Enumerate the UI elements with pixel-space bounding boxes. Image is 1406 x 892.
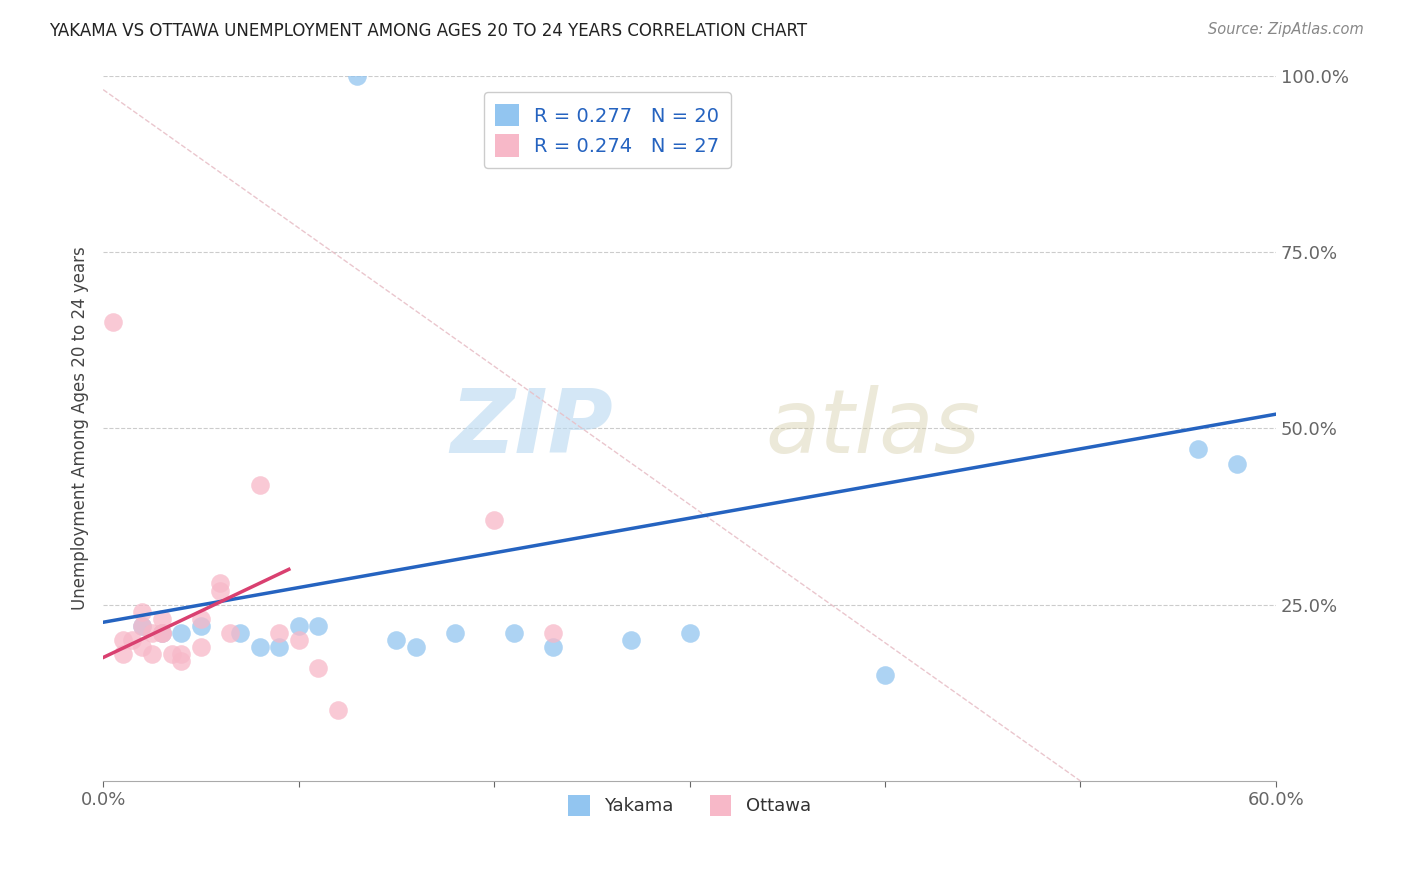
Point — [190, 640, 212, 654]
Point — [160, 647, 183, 661]
Point — [190, 619, 212, 633]
Point — [249, 477, 271, 491]
Point — [170, 647, 193, 661]
Point — [1187, 442, 1209, 457]
Point — [620, 632, 643, 647]
Point — [121, 632, 143, 647]
Point — [150, 625, 173, 640]
Point — [131, 619, 153, 633]
Point — [131, 619, 153, 633]
Point — [141, 625, 163, 640]
Point — [444, 625, 467, 640]
Point — [150, 625, 173, 640]
Point — [873, 668, 896, 682]
Point — [482, 513, 505, 527]
Y-axis label: Unemployment Among Ages 20 to 24 years: Unemployment Among Ages 20 to 24 years — [72, 246, 89, 610]
Legend: Yakama, Ottawa: Yakama, Ottawa — [560, 786, 820, 825]
Point — [267, 625, 290, 640]
Text: Source: ZipAtlas.com: Source: ZipAtlas.com — [1208, 22, 1364, 37]
Point — [209, 583, 232, 598]
Point — [385, 632, 408, 647]
Point — [307, 661, 329, 675]
Text: ZIP: ZIP — [450, 384, 613, 472]
Point — [287, 632, 309, 647]
Text: YAKAMA VS OTTAWA UNEMPLOYMENT AMONG AGES 20 TO 24 YEARS CORRELATION CHART: YAKAMA VS OTTAWA UNEMPLOYMENT AMONG AGES… — [49, 22, 807, 40]
Point — [249, 640, 271, 654]
Point — [267, 640, 290, 654]
Point — [101, 315, 124, 329]
Point — [170, 625, 193, 640]
Point — [541, 640, 564, 654]
Point — [150, 625, 173, 640]
Point — [678, 625, 700, 640]
Text: atlas: atlas — [766, 385, 980, 471]
Point — [405, 640, 427, 654]
Point — [209, 576, 232, 591]
Point — [502, 625, 524, 640]
Point — [326, 703, 349, 717]
Point — [307, 619, 329, 633]
Point — [141, 647, 163, 661]
Point — [346, 69, 368, 83]
Point — [111, 647, 134, 661]
Point — [190, 612, 212, 626]
Point — [170, 654, 193, 668]
Point — [229, 625, 252, 640]
Point — [131, 605, 153, 619]
Point — [219, 625, 242, 640]
Point — [1226, 457, 1249, 471]
Point — [150, 612, 173, 626]
Point — [541, 625, 564, 640]
Point — [287, 619, 309, 633]
Point — [131, 640, 153, 654]
Point — [111, 632, 134, 647]
